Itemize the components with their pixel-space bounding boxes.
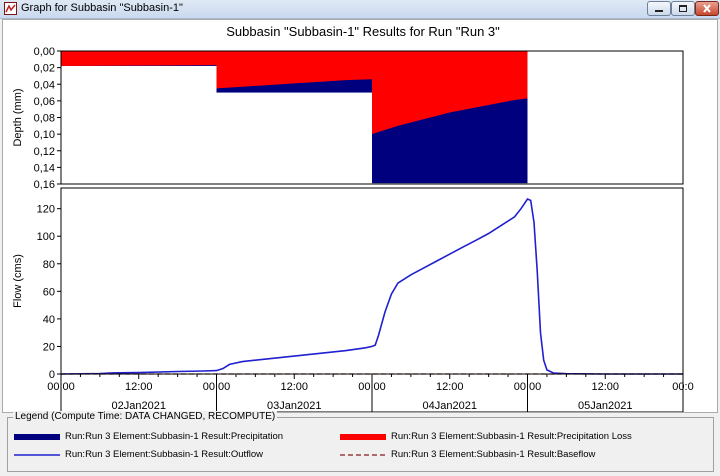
flow-y-tick-label: 60 xyxy=(43,286,55,298)
x-time-tick-label: 12:00 xyxy=(125,381,153,393)
flow-y-tick-label: 100 xyxy=(37,231,55,243)
precipitation-loss-area-0 xyxy=(61,51,217,66)
x-time-tick-label: 12:00 xyxy=(591,381,619,393)
chart-panel: Subbasin "Subbasin-1" Results for Run "R… xyxy=(2,19,718,413)
flow-y-tick-label: 40 xyxy=(43,314,55,326)
x-day-label: 02Jan2021 xyxy=(112,400,166,412)
precipitation-loss-area-2 xyxy=(372,51,528,135)
x-time-tick-label: 00:0 xyxy=(672,381,693,393)
legend-swatch-baseflow xyxy=(340,454,386,456)
chart-title: Subbasin "Subbasin-1" Results for Run "R… xyxy=(226,24,500,39)
x-time-tick-label: 00:00 xyxy=(358,381,386,393)
minimize-button[interactable] xyxy=(647,1,671,16)
x-day-label: 05Jan2021 xyxy=(578,400,632,412)
x-time-tick-label: 00:00 xyxy=(203,381,231,393)
depth-y-axis-label: Depth (mm) xyxy=(12,88,24,146)
precipitation-loss-area-1 xyxy=(216,51,372,89)
legend-box: Legend (Compute Time: DATA CHANGED, RECO… xyxy=(7,411,714,472)
depth-y-tick-label: 0,16 xyxy=(34,179,55,191)
flow-y-tick-label: 0 xyxy=(49,369,55,381)
app-icon xyxy=(4,2,17,15)
legend-swatch-precipitation-loss xyxy=(340,434,386,440)
close-button[interactable] xyxy=(695,1,719,16)
depth-y-tick-label: 0,08 xyxy=(34,113,55,125)
x-time-tick-label: 12:00 xyxy=(280,381,308,393)
legend-label-precipitation-loss: Run:Run 3 Element:Subbasin-1 Result:Prec… xyxy=(391,431,632,442)
x-time-tick-label: 00:00 xyxy=(47,381,75,393)
legend-label-outflow: Run:Run 3 Element:Subbasin-1 Result:Outf… xyxy=(65,449,264,460)
window-titlebar: Graph for Subbasin "Subbasin-1" xyxy=(0,0,720,19)
x-day-label: 03Jan2021 xyxy=(267,400,321,412)
outflow-line xyxy=(60,197,683,375)
depth-y-tick-label: 0,10 xyxy=(34,129,55,141)
flow-y-tick-label: 20 xyxy=(43,341,55,353)
depth-y-tick-label: 0,06 xyxy=(34,96,55,108)
legend-swatch-precipitation xyxy=(14,434,60,440)
hydrograph-chart: Subbasin "Subbasin-1" Results for Run "R… xyxy=(12,24,694,412)
depth-y-tick-label: 0,12 xyxy=(34,146,55,158)
x-time-tick-label: 12:00 xyxy=(436,381,464,393)
flow-y-axis-label: Flow (cms) xyxy=(12,254,24,308)
flow-y-tick-label: 120 xyxy=(37,204,55,216)
maximize-button[interactable] xyxy=(671,1,695,16)
depth-y-tick-label: 0,14 xyxy=(34,162,55,174)
depth-y-tick-label: 0,00 xyxy=(34,46,55,58)
legend-title: Legend (Compute Time: DATA CHANGED, RECO… xyxy=(13,411,278,422)
legend-label-baseflow: Run:Run 3 Element:Subbasin-1 Result:Base… xyxy=(391,449,596,460)
flow-y-tick-label: 80 xyxy=(43,259,55,271)
legend-label-precipitation: Run:Run 3 Element:Subbasin-1 Result:Prec… xyxy=(65,431,284,442)
depth-y-tick-label: 0,02 xyxy=(34,63,55,75)
x-day-label: 04Jan2021 xyxy=(423,400,477,412)
x-time-tick-label: 00:00 xyxy=(514,381,542,393)
legend-swatch-outflow xyxy=(14,454,60,456)
depth-y-tick-label: 0,04 xyxy=(34,79,55,91)
window-title: Graph for Subbasin "Subbasin-1" xyxy=(21,2,183,14)
